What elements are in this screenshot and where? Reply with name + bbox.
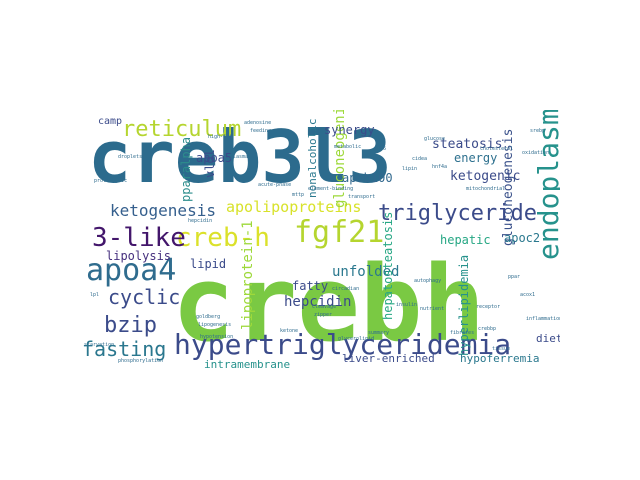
word-lipoprotein-1: lipoprotein-1 [240, 220, 256, 330]
word-transport: transport [348, 194, 375, 200]
word-gluconeogenesis: gluconeogenesis [501, 129, 516, 246]
word-fasting: fasting [82, 337, 166, 361]
word-glucose: glucose [424, 136, 445, 142]
word-ketone: ketone [280, 328, 298, 334]
word-hypotension: hypotension [200, 334, 233, 340]
word-atf6: atf6 [374, 146, 386, 152]
word-tissue: tissue [492, 346, 510, 352]
word-fibrates: fibrates [450, 330, 474, 336]
word-hepatosteatosis: hepatosteatosis [381, 212, 395, 320]
word-receptor: receptor [476, 304, 500, 310]
word-inflammation: inflammation [526, 316, 560, 322]
word-mitochondrial: mitochondrial [466, 186, 505, 192]
word-glycerolipid: glycerolipid [338, 336, 374, 342]
word-apoc2: apoc2 [504, 231, 540, 245]
word-hypoferremia: hypoferremia [460, 352, 539, 365]
word-camp: camp [98, 116, 122, 127]
word-pparalpha: pparalpha [179, 137, 193, 202]
word-hepcidin: hepcidin [284, 294, 351, 310]
word-cleavage: cleavage [312, 304, 336, 310]
word-element-binding: element-binding [308, 186, 353, 192]
word-apob100: apob100 [342, 171, 393, 185]
word-autophagy: autophagy [414, 278, 441, 284]
word-mttp: mttp [292, 192, 304, 198]
word-apoa5: apoa5 [196, 151, 232, 165]
word-feeding: feeding [250, 128, 271, 134]
word-summary: summary [368, 330, 389, 336]
word-hypertriglyceridemia: hypertriglyceridemia [174, 328, 511, 361]
word-zipper: zipper [314, 312, 332, 318]
word-adenosine: adenosine [244, 120, 271, 126]
word-acox1: acox1 [520, 292, 535, 298]
word-intramembrane: intramembrane [204, 358, 290, 370]
word-hepcidin-small: hepcidin [188, 218, 212, 224]
word-steatosis: steatosis [432, 137, 502, 152]
word-nutrient: nutrient [420, 306, 444, 312]
word-apoa4: apoa4 [86, 253, 176, 288]
word-goldberg: goldberg [196, 314, 220, 320]
word-cholesterol: cholesterol [480, 146, 513, 152]
word-diet: diet [536, 332, 560, 345]
word-droplets: droplets [118, 154, 142, 160]
word-plasma: plasma [230, 154, 248, 160]
word-gluconeogenic: gluconeogenic [332, 110, 348, 208]
word-synergy: synergy [324, 123, 375, 137]
word-lpl: lpl [90, 292, 99, 298]
word-high-fat: high-fat [208, 134, 232, 140]
word-triglyceride: triglyceride [378, 201, 537, 226]
word-metabolic: metabolic [334, 144, 361, 150]
word-ppar: ppar [508, 274, 520, 280]
word-liver-enriched: liver-enriched [342, 352, 435, 365]
word-nonalcoholic: nonalcoholic [306, 119, 319, 198]
word-hyperlipidemia: hyperlipidemia [457, 255, 471, 356]
word-energy: energy [454, 151, 497, 165]
word-ketogenic: ketogenic [450, 169, 520, 184]
word-cloud: creb3l3 crebh hypertriglyceridemia endop… [80, 110, 560, 370]
word-starvation: starvation [84, 342, 114, 348]
word-srebp: srebp [530, 128, 545, 134]
word-ketogenesis: ketogenesis [110, 201, 216, 220]
word-apolipoproteins: apolipoproteins [226, 198, 361, 216]
word-circadian: circadian [332, 286, 359, 292]
word-bzip: bzip [104, 313, 157, 338]
word-crebh: crebh [172, 243, 485, 365]
word-crebbp: crebbp [478, 326, 496, 332]
word-lipin: lipin [402, 166, 417, 172]
word-fgf21: fgf21 [294, 215, 384, 250]
word-creb-h: creb-h [176, 223, 270, 253]
word-insulin: insulin [396, 302, 417, 308]
word-creb3l3: creb3l3 [88, 115, 391, 199]
word-cidea: cidea [412, 156, 427, 162]
word-hnf4a: hnf4a [432, 164, 447, 170]
word-oxidation: oxidation [522, 150, 549, 156]
word-hepatic: hepatic [440, 233, 491, 247]
word-3-like: 3-like [92, 223, 186, 253]
word-vldl: vldl [203, 149, 217, 178]
word-endoplasmic: endoplasmic [532, 110, 560, 260]
word-lipogenesis: lipogenesis [198, 322, 231, 328]
word-reticulum: reticulum [122, 117, 241, 142]
word-lipolysis: lipolysis [106, 249, 171, 263]
word-lipid: lipid [190, 257, 226, 271]
word-cyclic: cyclic [108, 285, 180, 309]
word-acute-phase: acute-phase [258, 182, 291, 188]
word-cloud-canvas: creb3l3 crebh hypertriglyceridemia endop… [82, 110, 560, 370]
word-fatty: fatty [292, 279, 328, 293]
word-proteolytic: proteolytic [94, 178, 127, 184]
word-phosphorylation: phosphorylation [118, 358, 163, 364]
word-unfolded: unfolded [332, 264, 399, 280]
